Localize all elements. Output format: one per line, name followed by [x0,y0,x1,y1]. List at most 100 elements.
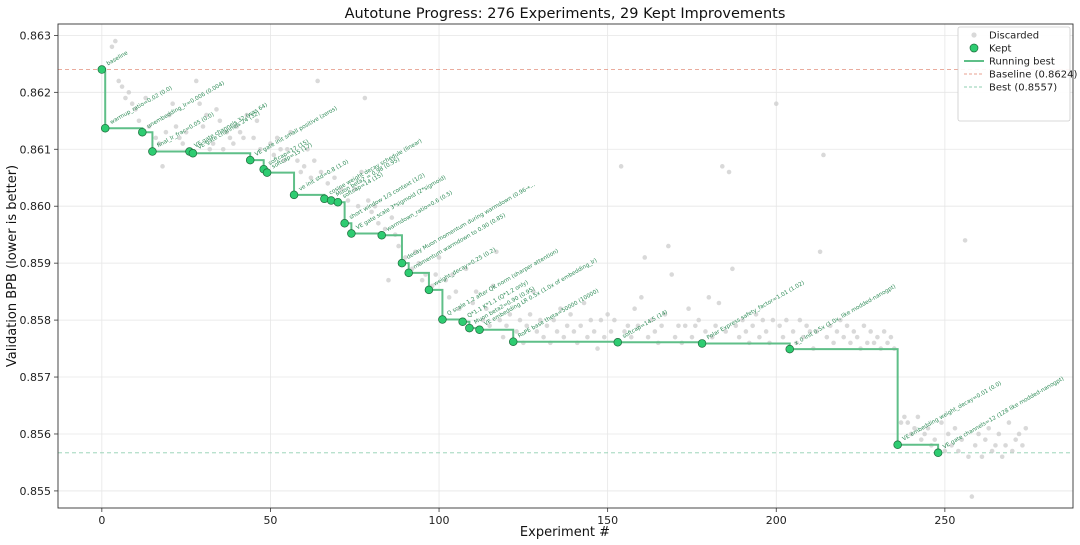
reference-lines [58,69,1073,454]
discarded-point [844,323,850,329]
discarded-point [760,317,766,323]
discarded-point [618,164,624,169]
discarded-point [949,443,954,448]
discarded-point [780,334,786,340]
plot-frame [57,23,1074,509]
discarded-point [794,340,799,346]
discarded-point [925,425,931,431]
discarded-point [470,300,476,306]
discarded-point [824,334,830,340]
discarded-point [932,437,938,442]
discarded-point [517,317,523,323]
discarded-point [696,317,701,323]
discarded-point [210,141,216,146]
discarded-point [682,323,688,329]
discarded-point [170,101,175,107]
discarded-point [554,329,560,334]
discarded-point [966,454,971,460]
discarded-point [227,135,233,141]
discarded-point [369,209,374,215]
discarded-point [295,158,300,163]
discarded-point [693,323,698,329]
kept-point [138,127,147,137]
discarded-point [220,146,226,152]
discarded-point [956,448,961,454]
kept-point [508,337,518,346]
y-tick-label: 0.856 [20,428,52,441]
discarded-point [359,169,364,175]
discarded-point [133,107,138,112]
discarded-point [487,323,492,329]
discarded-point [136,118,142,124]
discarded-point [197,101,202,107]
chart-title: Autotune Progress: 276 Experiments, 29 K… [345,6,786,22]
discarded-point [814,329,820,334]
discarded-point [507,312,513,317]
discarded-point [841,334,846,340]
kept-point [933,448,943,458]
discarded-point [318,169,324,175]
discarded-point [578,323,583,329]
discarded-point [494,249,499,255]
discarded-point [352,186,358,192]
discarded-point [254,118,260,124]
discarded-point [126,90,132,95]
kept-point [424,285,434,295]
discarded-point [777,323,782,329]
discarded-point [271,152,277,158]
discarded-point [709,334,715,340]
discarded-point [514,329,519,334]
discarded-point [635,323,641,329]
kept-point [697,339,707,348]
discarded-point [888,334,894,340]
discarded-point [861,323,867,329]
discarded-point [740,317,745,323]
kept-point [97,65,107,74]
discarded-point [156,141,162,146]
x-tick-label: 200 [766,514,787,527]
discarded-point [585,334,590,340]
discarded-point [480,317,486,323]
discarded-point [500,334,506,340]
discarded-point [234,124,240,129]
y-tick-label: 0.855 [20,485,52,498]
kept-point [785,344,794,354]
discarded-point [146,124,152,129]
discarded-point [315,78,320,84]
kept-point [188,149,198,158]
discarded-point [838,317,843,323]
legend-running-label: Running best [989,57,1055,68]
discarded-point [531,289,536,294]
discarded-point [237,129,243,135]
legend-discarded-label: Discarded [989,31,1039,42]
discarded-point [143,95,148,101]
discarded-point [497,317,503,323]
discarded-point [703,329,708,334]
discarded-point [1020,443,1025,448]
discarded-point [952,425,958,431]
kept-point [347,229,356,238]
legend-best-label: Best (0.8557) [989,83,1057,94]
discarded-point [443,277,449,283]
kept-point [465,323,474,333]
discarded-point [773,101,779,107]
discarded-point [308,175,314,181]
discarded-point [713,323,718,329]
discarded-point [726,169,732,175]
discarded-point [598,317,604,323]
x-axis-ticks: 0 50 100 150 200 250 [98,508,955,527]
discarded-point [939,420,944,425]
discarded-point [153,135,159,141]
discarded-point [183,129,189,135]
kept-point [475,325,484,335]
discarded-point [608,329,614,334]
discarded-point [898,420,904,425]
discarded-point [551,317,556,323]
discarded-point [123,95,128,101]
discarded-point [450,272,455,277]
kept-point [245,155,255,165]
legend-box [957,26,1071,122]
discarded-point [652,329,658,334]
discarded-point [645,334,651,340]
